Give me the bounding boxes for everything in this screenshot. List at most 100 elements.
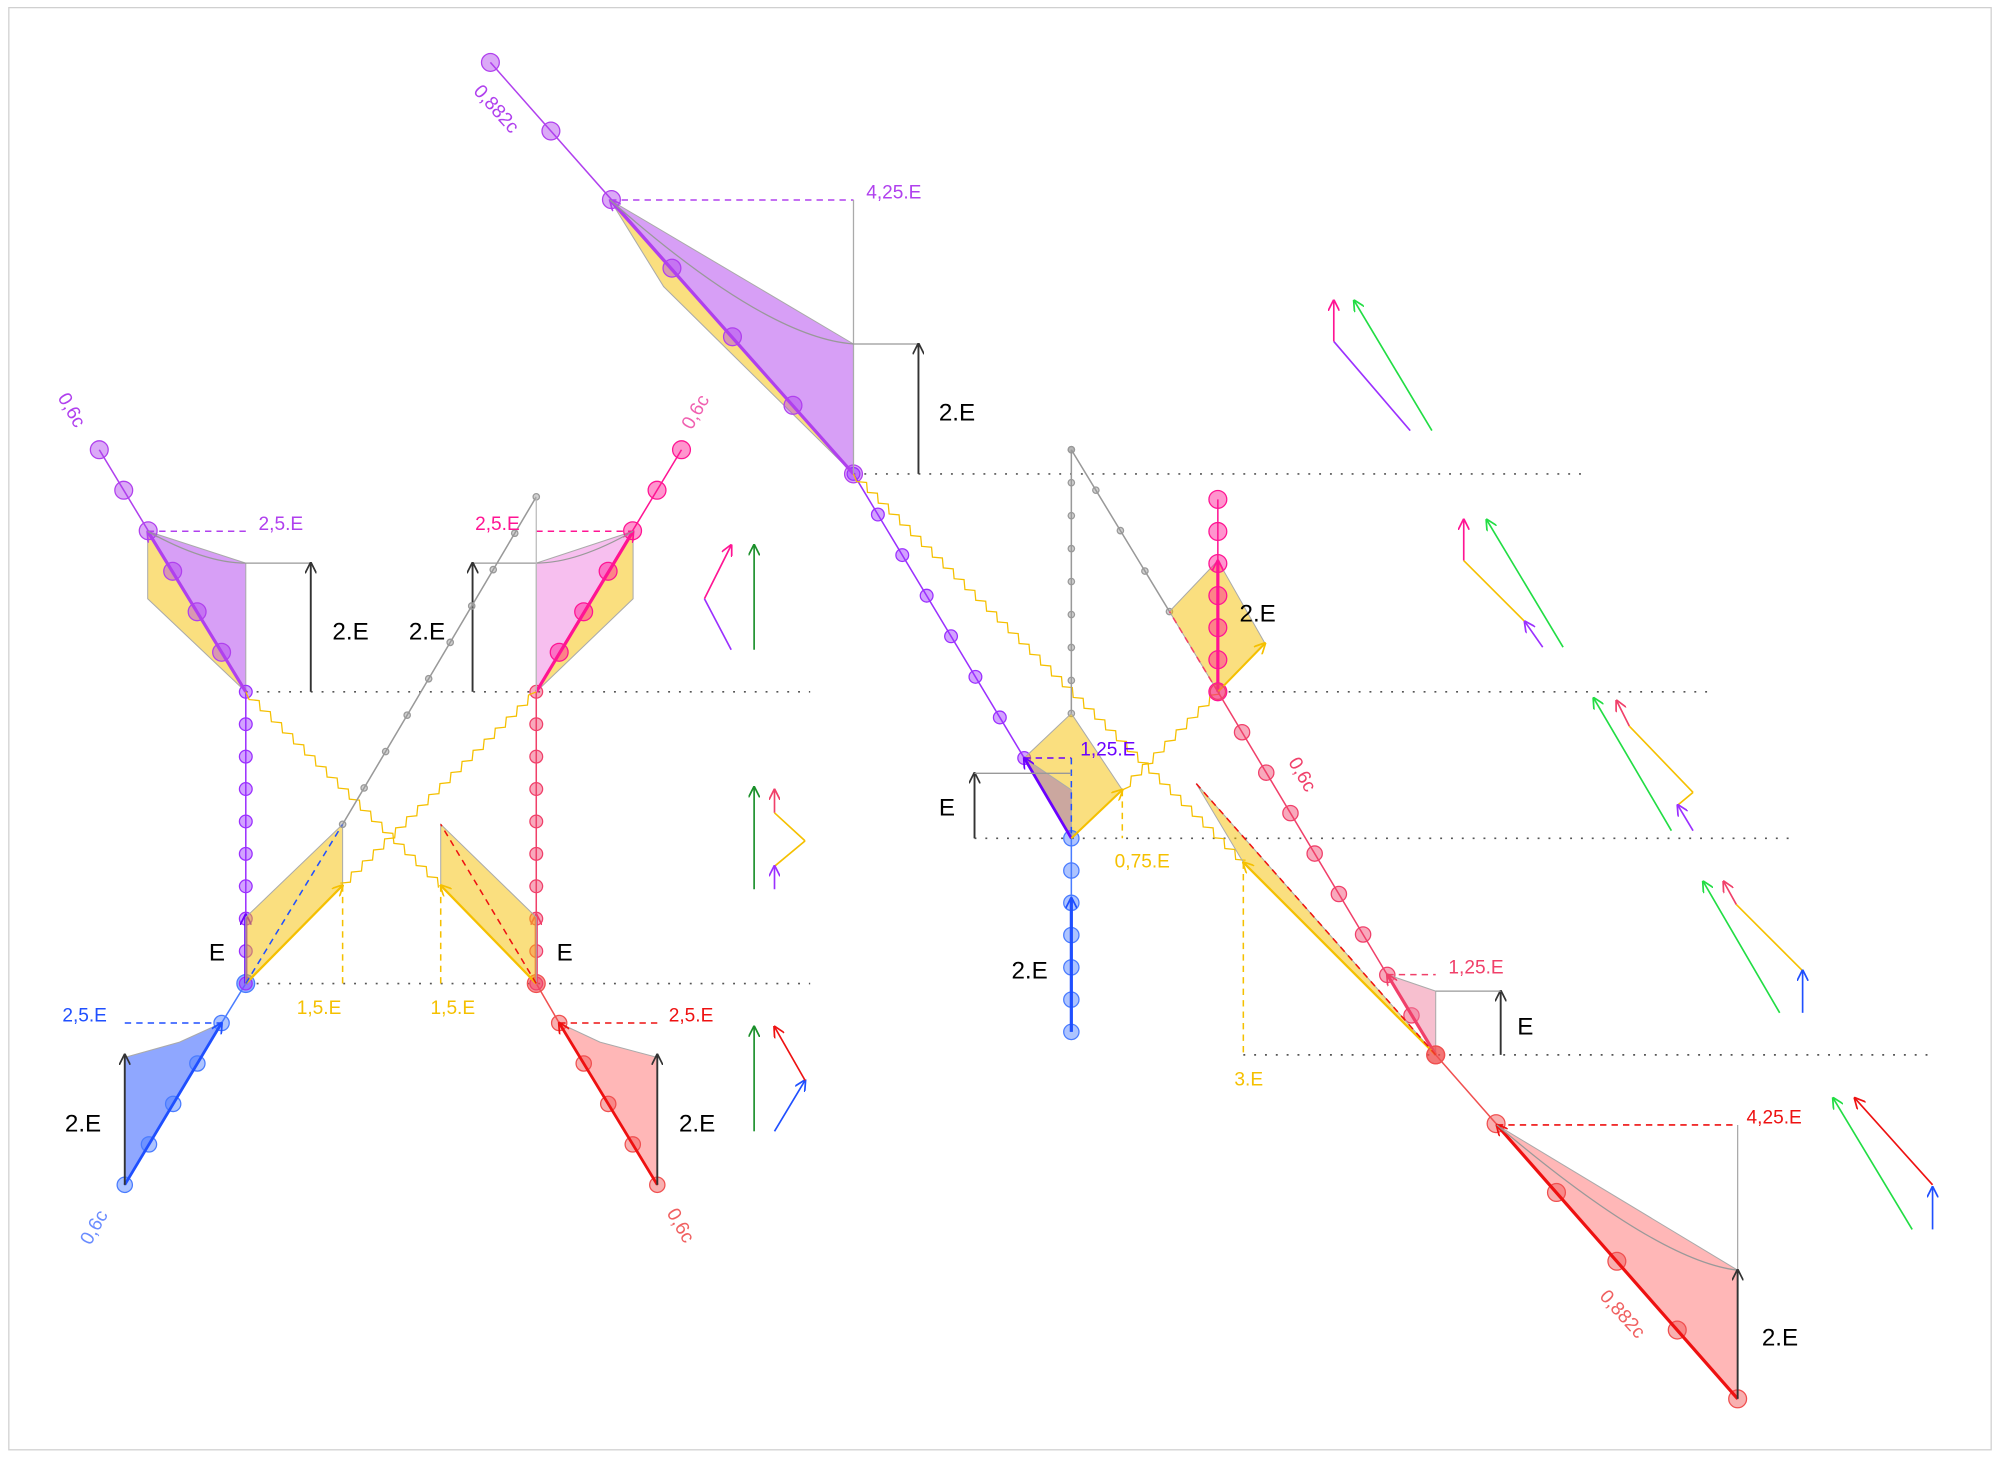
dashed-guide: [440, 823, 537, 984]
label-low-pink-energy: 1,25.E: [1448, 957, 1503, 978]
photon-zigzag: [245, 691, 440, 888]
gray-worldline-bead: [510, 529, 519, 538]
left-purple-vertical-bead: [238, 814, 253, 829]
energy-curve: [609, 199, 919, 345]
low-pink-worldline-bead: [1282, 804, 1299, 822]
left-purple-vertical-bead: [238, 717, 253, 732]
photon-zigzag: [1122, 693, 1221, 791]
gray-worldline-bead: [403, 711, 411, 719]
photon-arrow: [441, 885, 538, 985]
label-top-energy: 4,25.E: [866, 183, 921, 204]
vector-arrow: [1833, 1098, 1913, 1230]
mid-purple-worldline-line: [852, 473, 1025, 759]
vector-arrow: [1594, 698, 1673, 832]
photon-arrow: [244, 885, 343, 985]
label-right-pink-delta: 2.E: [409, 619, 445, 646]
vector-arrow: [1525, 622, 1544, 648]
vector: [773, 812, 806, 842]
low-pink-worldline-bead: [1233, 723, 1251, 741]
mid-purple-worldline-bead: [919, 588, 934, 603]
dashed-guide: [245, 823, 344, 984]
top-momentum-arrow: [610, 200, 855, 475]
right-magenta-worldline-bead: [647, 480, 667, 500]
gray-worldline-bead: [338, 820, 347, 829]
label-mid-purple-energy: 1,25.E: [1080, 739, 1135, 760]
mid-blue-vertical-bead: [1063, 862, 1080, 879]
gray-worldline-line: [341, 496, 537, 825]
bottom-momentum-arrow: [1497, 1125, 1739, 1400]
left-violet-worldline-bead: [89, 440, 109, 460]
gray-diagonal-worldline-bead: [1116, 526, 1125, 535]
gray-vertical-worldline-bead: [1067, 544, 1076, 553]
label-right-rest-energy: E: [557, 940, 573, 967]
gray-diagonal-worldline-bead: [1067, 445, 1076, 454]
gray-diagonal-worldline-line: [1070, 449, 1171, 612]
label-top-delta: 2.E: [939, 399, 975, 426]
left-violet-worldline-bead: [114, 480, 134, 500]
right-pink-vertical-bead: [529, 879, 544, 894]
label-right-red-energy: 2,5.E: [669, 1006, 714, 1027]
low-pink-worldline-line: [1217, 691, 1413, 1016]
gray-diagonal-worldline-bead: [1092, 486, 1100, 494]
vector-arrow: [1487, 520, 1564, 648]
label-left-purple-energy: 2,5.E: [259, 514, 304, 535]
label-left-purple-delta: 2.E: [332, 619, 368, 646]
low-pink-worldline-bead: [1209, 683, 1227, 701]
right-pink-vertical-bead: [529, 782, 544, 797]
vector: [773, 840, 806, 867]
gray-vertical-worldline-bead: [1067, 511, 1076, 520]
gray-vertical-worldline-bead: [1067, 577, 1076, 586]
vector: [1333, 340, 1411, 432]
vector-arrow: [1855, 1098, 1934, 1186]
mid-magenta-vertical-bead: [1208, 489, 1228, 509]
vector: [1463, 559, 1526, 623]
left-blue-momentum-arrow: [123, 1023, 222, 1186]
dashed-guide: [1168, 611, 1219, 693]
mid-purple-worldline-bead: [870, 507, 885, 522]
vector-arrow: [1724, 882, 1738, 905]
gray-vertical-worldline-bead: [1067, 643, 1076, 652]
gray-worldline-bead: [446, 638, 455, 647]
frame: [8, 7, 1992, 1451]
dashed-guide: [1195, 783, 1437, 1056]
photon-arrow: [1243, 862, 1437, 1056]
label-left-blue-delta: 2.E: [65, 1110, 101, 1137]
gray-worldline-bead: [381, 747, 390, 756]
low-pink-worldline-bead: [1306, 845, 1323, 862]
label-right-red-delta: 2.E: [679, 1110, 715, 1137]
gray-worldline-bead: [489, 565, 498, 574]
right-pink-vertical-bead: [529, 717, 544, 732]
label-bottom-delta: 2.E: [1762, 1324, 1798, 1351]
gray-worldline-bead: [424, 674, 433, 683]
label-mid-pink-delta: 2.E: [1240, 601, 1276, 628]
label-right-pink-energy: 2,5.E: [475, 514, 520, 535]
top-violet-worldline-bead: [480, 52, 500, 72]
mid-purple-worldline-bead: [944, 629, 959, 644]
label-left-rest-energy: E: [209, 940, 225, 967]
mid-purple-worldline-bead: [968, 669, 983, 684]
label-low-rest-energy: E: [1517, 1013, 1533, 1040]
vector-arrow: [1703, 882, 1781, 1014]
low-pink-worldline-bead: [1354, 926, 1372, 943]
vector-arrow: [773, 1080, 806, 1132]
low-pink-worldline-bead: [1257, 764, 1275, 781]
gray-vertical-worldline-bead: [1067, 610, 1076, 619]
left-purple-vertical-bead: [238, 749, 253, 764]
left-purple-vertical-bead: [238, 782, 253, 797]
label-mid-rest-energy: E: [939, 794, 955, 821]
label-left-blue-energy: 2,5.E: [62, 1006, 107, 1027]
right-pink-vertical-bead: [529, 749, 544, 764]
right-magenta-momentum-arrow: [534, 531, 633, 693]
mid-purple-worldline-bead: [895, 548, 910, 563]
vector: [1628, 725, 1694, 793]
photon-arrow: [1070, 790, 1122, 840]
right-magenta-worldline-bead: [671, 440, 692, 460]
gray-worldline-bead: [360, 784, 368, 792]
low-pink-worldline-bead: [1330, 885, 1348, 903]
mid-magenta-vertical-bead: [1208, 521, 1228, 542]
right-pink-vertical-bead: [529, 814, 544, 829]
right-red-momentum-arrow: [559, 1023, 659, 1186]
label-photon-right: 1,5.E: [431, 998, 476, 1019]
low-pink-arrow: [1387, 975, 1438, 1056]
